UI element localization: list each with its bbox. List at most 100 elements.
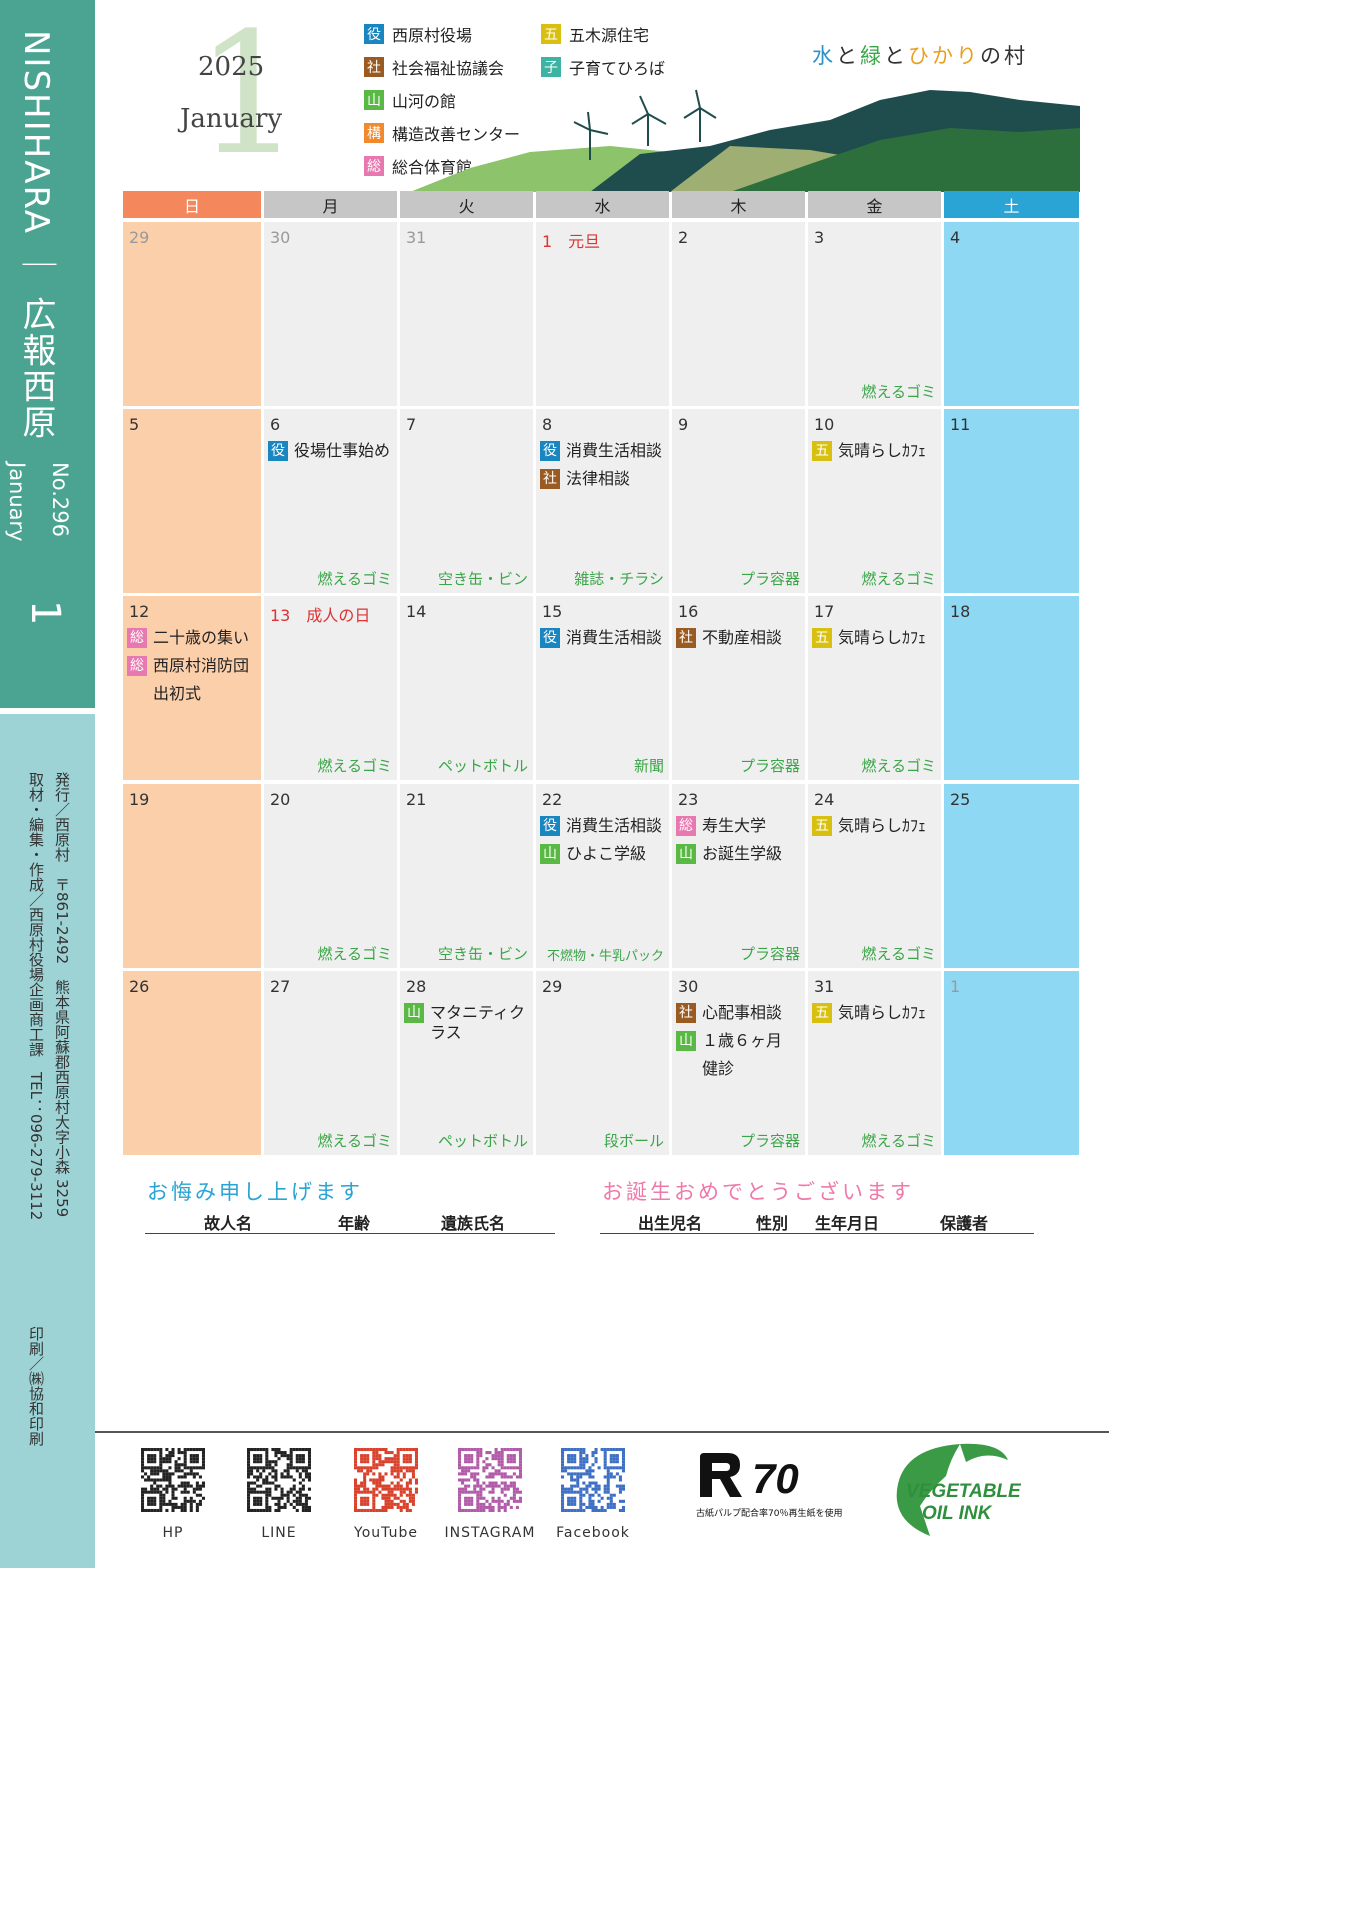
births-header-sex: 性別 xyxy=(756,1214,789,1233)
day-cell: 10 五気晴らしｶﾌｪ 燃えるゴミ xyxy=(808,409,941,593)
event-tag: 五 xyxy=(812,441,832,461)
garbage-day-label: 燃えるゴミ xyxy=(317,757,392,775)
day-cell: 30 xyxy=(264,222,397,406)
day-number: 28 xyxy=(406,977,427,996)
condolences-rule xyxy=(145,1233,555,1234)
day-number: 30 xyxy=(270,228,291,247)
day-cell: 20 燃えるゴミ xyxy=(264,784,397,968)
day-cell: 29 xyxy=(123,222,261,406)
day-number: 19 xyxy=(129,790,150,809)
garbage-day-label: 雑誌・チラシ xyxy=(574,570,664,588)
big-month-numeral: 1 xyxy=(195,0,302,192)
event-label: マタニティクラス xyxy=(430,1003,526,1042)
day-number: 2 xyxy=(678,228,689,247)
event-label: ひよこ学級 xyxy=(566,844,647,863)
qr-hp-icon[interactable] xyxy=(141,1448,205,1512)
day-cell: 4 xyxy=(944,222,1079,406)
issue-number: No.296 xyxy=(48,462,72,537)
event-tag: 山 xyxy=(676,844,696,864)
weekday-header: 火 xyxy=(400,191,533,218)
event-label: 役場仕事始め xyxy=(294,441,391,460)
garbage-day-label: 段ボール xyxy=(603,1132,664,1150)
condolences-header-family: 遺族氏名 xyxy=(441,1214,506,1233)
day-cell: 6 役役場仕事始め 燃えるゴミ xyxy=(264,409,397,593)
social-link-label[interactable]: HP xyxy=(162,1525,184,1541)
day-cell: 9 プラ容器 xyxy=(672,409,805,593)
qr-facebook-icon[interactable] xyxy=(561,1448,625,1512)
publisher-line: 発行／西原村 〒861-2492 熊本県阿蘇郡西原村大字小森 3259 xyxy=(53,772,71,1218)
calendar-event: 役役場仕事始め xyxy=(268,441,390,461)
social-link-label[interactable]: INSTAGRAM xyxy=(444,1525,536,1541)
event-tag: 総 xyxy=(127,628,147,648)
qr-line-icon[interactable] xyxy=(247,1448,311,1512)
garbage-day-label: 新聞 xyxy=(633,757,664,775)
day-number: 22 xyxy=(542,790,563,809)
slogan-part: 水 xyxy=(812,44,836,68)
event-label: 消費生活相談 xyxy=(566,816,663,835)
social-link-label[interactable]: LINE xyxy=(261,1525,297,1541)
day-number: 7 xyxy=(406,415,417,434)
weekday-header: 木 xyxy=(672,191,805,218)
legend-tag: 社 xyxy=(364,57,384,77)
event-label: 消費生活相談 xyxy=(566,628,663,647)
garbage-day-label: 燃えるゴミ xyxy=(317,570,392,588)
calendar-event: 役消費生活相談 xyxy=(540,816,662,836)
legend-item: 山山河の館 xyxy=(364,88,456,112)
day-cell: 19 xyxy=(123,784,261,968)
event-tag: 山 xyxy=(404,1003,424,1023)
garbage-day-label: プラ容器 xyxy=(739,757,800,775)
qr-youtube-icon[interactable] xyxy=(354,1448,418,1512)
calendar-event: 社心配事相談 xyxy=(676,1003,782,1023)
legend-tag: 役 xyxy=(364,24,384,44)
editor-line: 取材・編集・作成／西原村役場企画商工課 TEL：096-279-3112 xyxy=(27,772,45,1221)
slogan-part: 緑 xyxy=(860,44,884,68)
legend-tag: 山 xyxy=(364,90,384,110)
day-number: 26 xyxy=(129,977,150,996)
day-cell: 11 xyxy=(944,409,1079,593)
qr-instagram-icon[interactable] xyxy=(458,1448,522,1512)
day-cell: 27 燃えるゴミ xyxy=(264,971,397,1155)
event-tag: 五 xyxy=(812,816,832,836)
event-tag: 役 xyxy=(540,441,560,461)
sidebar-top: NISHIHARA ｜ 広報西原 No.296 January 1 xyxy=(0,0,95,708)
day-cell: 25 xyxy=(944,784,1079,968)
calendar-event: 役消費生活相談 xyxy=(540,628,662,648)
weekday-header: 金 xyxy=(808,191,941,218)
calendar-event: 五気晴らしｶﾌｪ xyxy=(812,441,926,461)
births-title: お誕生おめでとうございます xyxy=(602,1180,914,1204)
day-cell: 14 ペットボトル xyxy=(400,596,533,780)
calendar-event: 社不動産相談 xyxy=(676,628,782,648)
garbage-day-label: 燃えるゴミ xyxy=(317,1132,392,1150)
social-link-label[interactable]: Facebook xyxy=(556,1525,630,1541)
day-number: 30 xyxy=(678,977,699,996)
legend-tag: 子 xyxy=(541,57,561,77)
calendar-event: 総寿生大学 xyxy=(676,816,766,836)
event-tag: 役 xyxy=(540,628,560,648)
calendar-event: 社法律相談 xyxy=(540,469,630,489)
calendar-event: 健診 xyxy=(676,1059,734,1079)
event-label: 気晴らしｶﾌｪ xyxy=(838,816,927,835)
legend-item: 社社会福祉協議会 xyxy=(364,55,504,79)
social-link-label[interactable]: YouTube xyxy=(354,1525,418,1541)
births-header-birthday: 生年月日 xyxy=(815,1214,880,1233)
legend-tag: 五 xyxy=(541,24,561,44)
event-label: 法律相談 xyxy=(566,469,631,488)
day-number: 27 xyxy=(270,977,291,996)
event-tag: 山 xyxy=(676,1031,696,1051)
calendar-event: 五気晴らしｶﾌｪ xyxy=(812,628,926,648)
recycle-caption: 古紙パルプ配合率70％再生紙を使用 xyxy=(696,1509,843,1519)
day-cell: 15 役消費生活相談 新聞 xyxy=(536,596,669,780)
event-label: 寿生大学 xyxy=(702,816,767,835)
calendar-event: 山ひよこ学級 xyxy=(540,844,646,864)
event-label: 気晴らしｶﾌｪ xyxy=(838,441,927,460)
day-cell: 1 xyxy=(944,971,1079,1155)
births-header-child: 出生児名 xyxy=(638,1214,703,1233)
calendar-event: 山お誕生学級 xyxy=(676,844,782,864)
village-slogan: 水と緑とひかりの村 xyxy=(812,40,1028,70)
day-cell: 29 段ボール xyxy=(536,971,669,1155)
event-label: 不動産相談 xyxy=(702,628,783,647)
weekday-header: 土 xyxy=(944,191,1079,218)
event-label: 気晴らしｶﾌｪ xyxy=(838,1003,927,1022)
day-number: 31 xyxy=(406,228,427,247)
births-header-guardian: 保護者 xyxy=(940,1214,989,1233)
